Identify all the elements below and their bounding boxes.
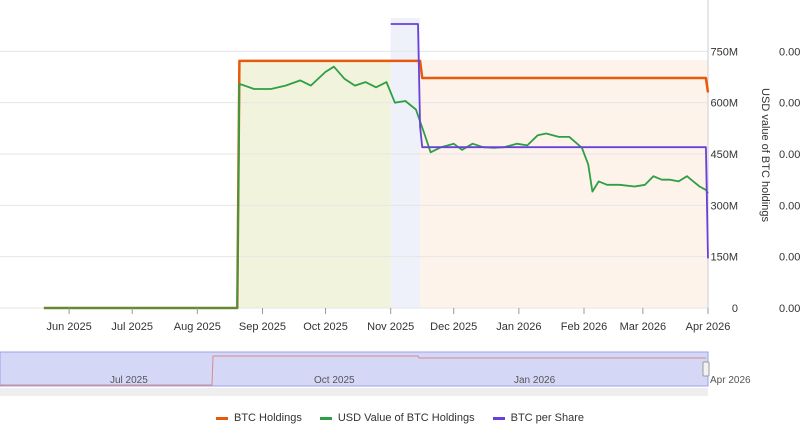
navigator-tick-1: Oct 2025 (314, 375, 355, 386)
navigator-handle-right[interactable] (702, 361, 710, 377)
navigator[interactable]: Jul 2025 Oct 2025 Jan 2026 Apr 2026 (0, 351, 751, 396)
x-tick-label-9: Mar 2026 (620, 321, 666, 333)
legend-label-2: BTC per Share (510, 412, 584, 424)
x-axis: Jun 2025 Jul 2025 Aug 2025 Sep 2025 Oct 2025… (47, 308, 731, 333)
grid-lines (0, 0, 709, 309)
legend-swatch-0 (216, 416, 228, 420)
navigator-tick-0: Jul 2025 (110, 375, 148, 386)
navigator-tick-3: Apr 2026 (710, 375, 751, 386)
legend-swatch-2 (492, 416, 505, 420)
usd-tick-label-2: 300M (710, 200, 738, 212)
legend: BTC Holdings USD Value of BTC Holdings BTC… (0, 408, 800, 428)
region-2 (420, 60, 708, 308)
x-tick-label-7: Jan 2026 (496, 321, 541, 333)
legend-swatch-1 (319, 416, 332, 420)
legend-label-1: USD Value of BTC Holdings (337, 412, 475, 424)
x-tick-label-10: Apr 2026 (686, 321, 731, 333)
bps-tick-label-1: 0.00 (779, 252, 800, 264)
bps-tick-label-2: 0.00 (779, 200, 800, 212)
x-tick-label-1: Jul 2025 (111, 321, 153, 333)
bps-tick-label-4: 0.00 (779, 98, 800, 110)
region-1 (390, 60, 421, 308)
x-tick-label-3: Sep 2025 (239, 321, 286, 333)
x-tick-label-0: Jun 2025 (47, 321, 92, 333)
region-0 (239, 60, 391, 308)
series-line-2 (390, 23, 709, 259)
navigator-mini-line (0, 355, 706, 386)
x-tick-label-6: Dec 2025 (430, 321, 477, 333)
usd-tick-label-0: 0 (732, 303, 738, 315)
legend-item-2[interactable]: BTC per Share (492, 408, 584, 428)
bps-tick-label-5: 0.00 (779, 46, 800, 58)
usd-tick-label-1: 150M (710, 252, 738, 264)
usd-tick-label-3: 450M (710, 149, 738, 161)
background-regions (239, 18, 708, 308)
navigator-tick-2: Jan 2026 (514, 375, 556, 386)
legend-label-0: BTC Holdings (234, 412, 302, 424)
bps-tick-label-0: 0.00 (779, 303, 800, 315)
series-layer (43, 23, 710, 310)
bps-tick-label-3: 0.00 (779, 149, 800, 161)
btc-per-share-axis: 0.00 0.00 0.00 0.00 0.00 0.00 (779, 46, 800, 315)
region-top (390, 18, 421, 60)
legend-item-0[interactable]: BTC Holdings (216, 408, 302, 428)
x-tick-label-8: Feb 2026 (561, 321, 607, 333)
x-tick-label-2: Aug 2025 (174, 321, 221, 333)
usd-tick-label-5: 750M (710, 46, 738, 58)
usd-axis-label: USD value of BTC holdings (759, 88, 771, 222)
navigator-scrollbar[interactable] (0, 388, 708, 396)
x-tick-label-4: Oct 2025 (303, 321, 348, 333)
legend-item-1[interactable]: USD Value of BTC Holdings (319, 408, 475, 428)
usd-axis: 0 150M 300M 450M 600M 750M (710, 46, 738, 315)
usd-tick-label-4: 600M (710, 98, 738, 110)
x-tick-label-5: Nov 2025 (367, 321, 414, 333)
